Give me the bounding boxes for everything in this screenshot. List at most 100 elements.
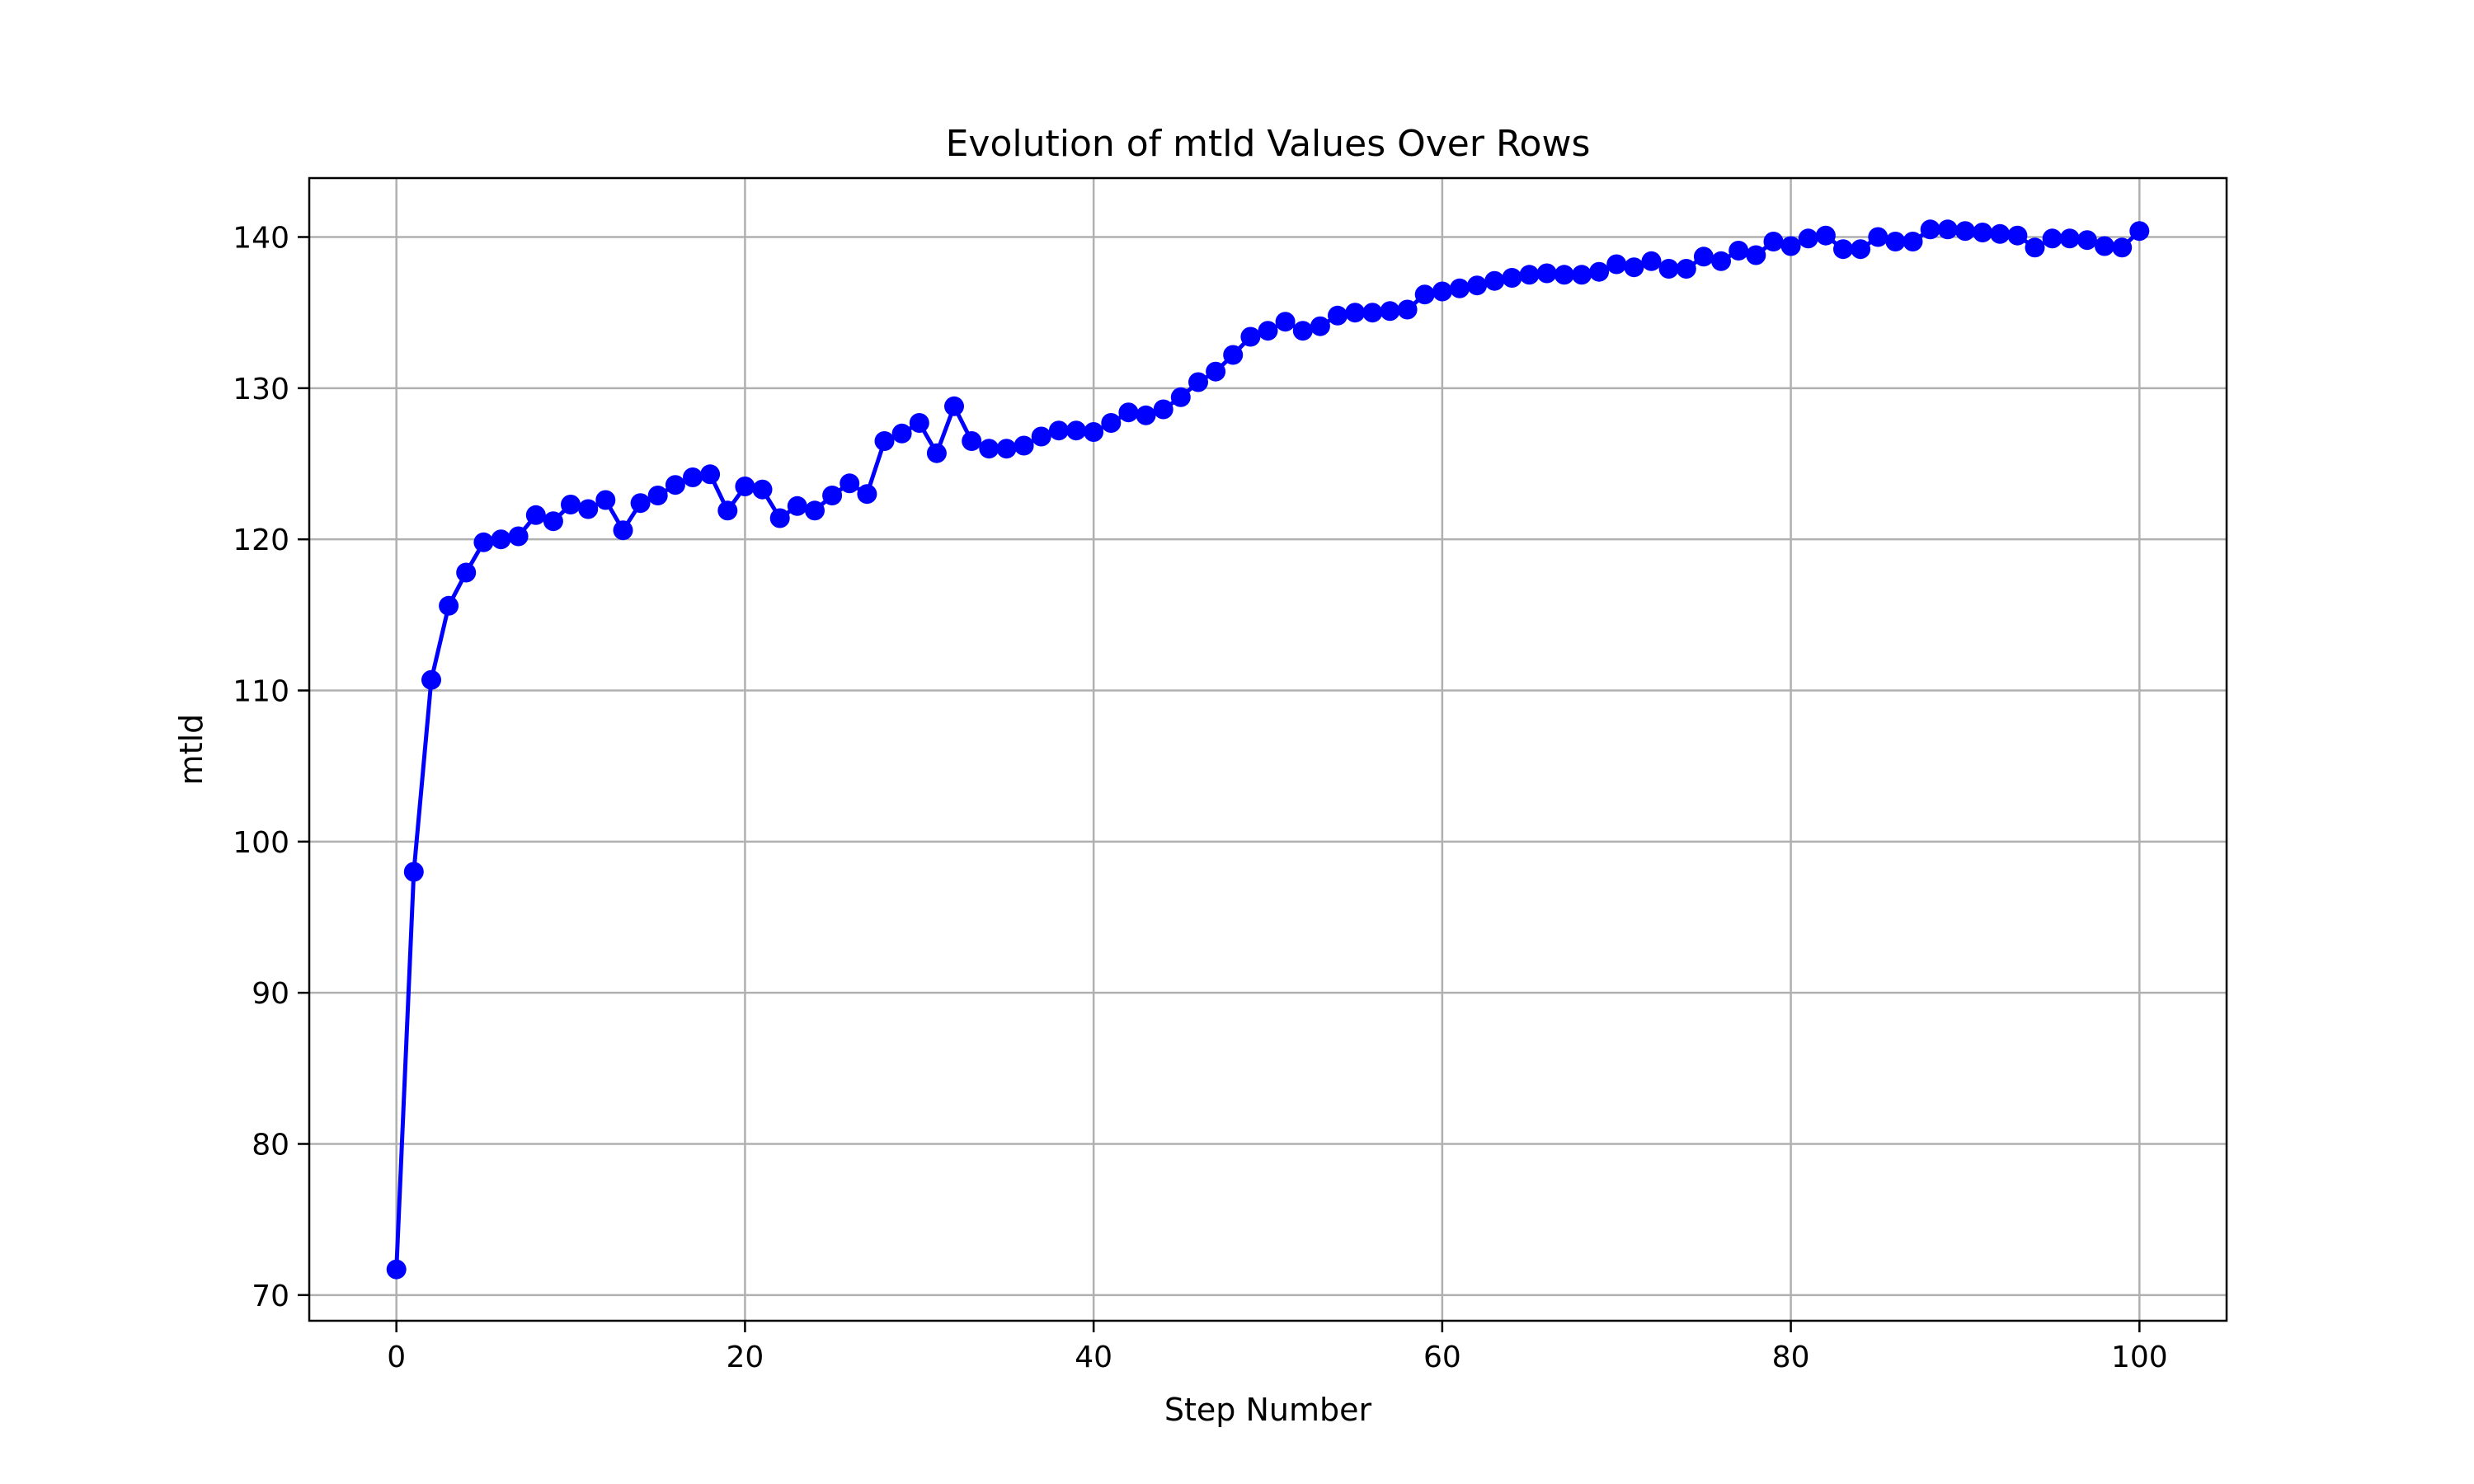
data-point	[700, 464, 721, 485]
data-point	[647, 486, 668, 505]
x-axis-label: Step Number	[1164, 1392, 1372, 1428]
data-point	[1606, 254, 1627, 275]
y-tick-label: 100	[233, 826, 289, 860]
data-point	[2025, 237, 2045, 258]
data-point	[1362, 303, 1383, 323]
data-point	[717, 500, 738, 521]
data-point	[840, 473, 860, 494]
y-tick-label: 110	[233, 675, 289, 709]
data-point	[944, 396, 964, 416]
data-point	[1693, 247, 1714, 267]
data-point	[1920, 219, 1940, 240]
data-point	[1223, 345, 1244, 365]
data-point	[2007, 225, 2028, 246]
data-point	[1519, 265, 1540, 285]
data-point	[1240, 326, 1261, 347]
data-point	[2129, 221, 2150, 242]
data-point	[525, 505, 546, 525]
data-point	[2095, 236, 2114, 256]
data-point	[909, 413, 929, 433]
data-point	[1328, 305, 1348, 326]
data-point	[2042, 228, 2062, 249]
data-point	[1711, 251, 1731, 271]
data-point	[857, 484, 877, 505]
data-point	[1780, 236, 1801, 256]
data-point	[1676, 259, 1696, 279]
data-point	[613, 520, 633, 541]
y-tick-label: 90	[252, 977, 289, 1011]
data-point	[595, 490, 616, 510]
data-point	[1188, 372, 1208, 392]
data-point	[578, 499, 599, 519]
y-tick-label: 120	[233, 524, 289, 557]
data-point	[473, 532, 494, 552]
data-point	[1973, 223, 1993, 242]
data-point	[962, 431, 982, 451]
data-point	[1502, 268, 1522, 288]
data-point	[1136, 405, 1156, 425]
y-tick-label: 80	[252, 1129, 289, 1162]
data-point	[386, 1259, 407, 1280]
data-point	[456, 562, 477, 583]
y-tick-label: 70	[252, 1280, 289, 1313]
data-point	[1833, 239, 1853, 260]
data-point	[1345, 303, 1366, 323]
data-point	[1258, 321, 1278, 341]
data-point	[1937, 219, 1958, 240]
data-point	[561, 495, 581, 514]
data-point	[735, 477, 755, 496]
x-tick-label: 20	[727, 1341, 764, 1374]
data-point	[1380, 301, 1400, 322]
data-point	[1798, 228, 1818, 249]
x-tick-label: 40	[1075, 1341, 1112, 1374]
data-point	[1729, 241, 1749, 261]
data-point	[926, 443, 947, 463]
data-point	[891, 423, 912, 444]
data-point	[1885, 232, 1906, 251]
data-point	[1903, 232, 1923, 251]
data-point	[874, 431, 895, 451]
data-point	[508, 526, 529, 547]
y-tick-label: 140	[233, 222, 289, 256]
data-point	[1746, 245, 1766, 265]
data-point	[822, 486, 843, 505]
data-point	[805, 500, 825, 521]
data-point	[1170, 387, 1191, 407]
x-tick-label: 80	[1772, 1341, 1810, 1374]
data-point	[421, 669, 441, 690]
data-point	[2059, 228, 2080, 249]
data-point	[1554, 265, 1574, 285]
data-point	[1014, 435, 1034, 456]
x-tick-label: 60	[1423, 1341, 1461, 1374]
x-tick-label: 100	[2111, 1341, 2168, 1374]
data-point	[403, 862, 424, 882]
data-point	[1990, 223, 2011, 244]
data-point	[1955, 221, 1975, 242]
data-point	[1310, 316, 1330, 336]
data-point	[1048, 420, 1069, 441]
data-point	[1484, 270, 1505, 291]
data-point	[752, 479, 773, 500]
data-point	[1084, 422, 1104, 442]
data-point	[979, 439, 999, 459]
data-point	[1432, 281, 1452, 302]
data-point	[787, 495, 807, 516]
data-point	[1066, 420, 1086, 441]
data-point	[1572, 265, 1592, 285]
x-tick-label: 0	[387, 1341, 406, 1374]
chart-title: Evolution of mtld Values Over Rows	[946, 123, 1591, 165]
data-point	[1467, 275, 1488, 296]
data-point	[2112, 237, 2133, 258]
data-point	[1118, 402, 1139, 423]
data-point	[1206, 361, 1226, 382]
data-point	[1031, 426, 1051, 447]
data-point	[996, 439, 1017, 459]
axis-ticks: 0 20 40 60 80 100 70 80 90 100 110 120 130 140	[233, 222, 2167, 1375]
y-axis-label: mtld	[173, 714, 209, 786]
data-point	[1536, 263, 1557, 284]
data-point	[1868, 227, 1888, 247]
data-point	[1153, 399, 1174, 420]
data-point	[1275, 312, 1296, 332]
